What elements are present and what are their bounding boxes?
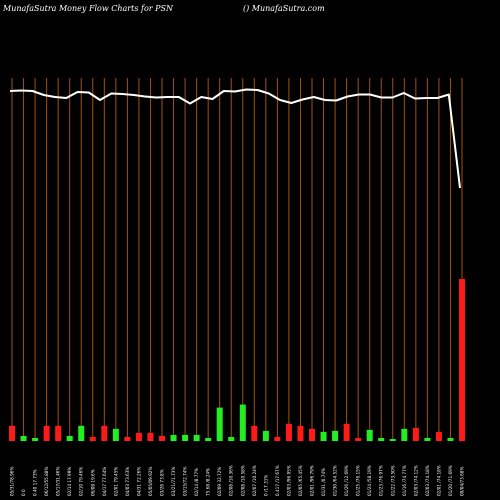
x-tick-label: 04/17 77.64% [102, 467, 107, 496]
flow-bar [285, 423, 292, 441]
x-tick-label: 0 /17.31% [263, 475, 268, 496]
x-tick-label: 01/16 /74.77% [402, 465, 407, 496]
x-tick-label: 02/09 32.72% [217, 467, 222, 496]
x-tick-labels: 05/31/78.96% 0 0 0.40 17.73% 06/12/55.88% 05… [10, 465, 465, 496]
x-tick-label: 02/03 /74.18% [425, 465, 430, 496]
x-tick-label: 04/31 72.26% [136, 467, 141, 496]
flow-bar [135, 432, 142, 441]
flow-bar [9, 425, 15, 441]
x-tick-label: 0.417 /17.67% [275, 465, 280, 496]
flow-bar [274, 436, 281, 441]
flow-bar [366, 429, 373, 441]
x-tick-label: 0 0 [21, 489, 26, 496]
flow-bar [401, 428, 408, 441]
flow-bar [262, 430, 269, 441]
flow-bar [459, 279, 465, 441]
x-tick-label: 06/08 19.6% [90, 469, 95, 496]
x-tick-label: 02/07 /10.24% [252, 465, 257, 496]
x-tick-label: 03/26 73.8% [160, 469, 165, 496]
x-tick-label: 02/08 /10.58% [240, 465, 245, 496]
flow-bar [170, 434, 177, 441]
flow-bar [147, 432, 154, 441]
x-tick-label: 02/14 17.99% [67, 467, 72, 496]
x-tick-label: 01/25 /76.15% [356, 465, 361, 496]
x-tick-label: 01/26 /12.69% [344, 465, 349, 496]
flow-bar [378, 437, 385, 441]
flow-bar [228, 436, 235, 441]
x-tick-label: 01/23 /76.97% [379, 465, 384, 496]
flow-bar [124, 436, 131, 441]
flow-bar [89, 436, 96, 441]
x-tick-label: 01/24 /58.19% [367, 465, 372, 496]
x-tick-label: 02/01 79.45% [113, 467, 118, 496]
flow-bar [55, 425, 62, 441]
flow-bar [101, 425, 108, 441]
x-tick-label: 03/15/72.74% [183, 467, 188, 496]
flow-bar [424, 437, 431, 441]
flow-bar [78, 425, 85, 441]
x-tick-label: 09/04/73.68% [460, 467, 465, 496]
flow-bar [66, 435, 73, 441]
x-tick-label: 02/01 /96.79% [310, 465, 315, 496]
x-tick-label: 02/03 /96.95% [286, 465, 291, 496]
flow-bar [182, 434, 189, 441]
flow-bar [320, 431, 327, 441]
x-tick-label: 02/01 /74.18% [436, 465, 441, 496]
flow-bar [239, 404, 246, 441]
site-credit: () MunafaSutra.com [243, 4, 325, 13]
x-tick-label: 02/05 /65.45% [298, 465, 303, 496]
flow-bar [159, 435, 165, 441]
x-tick-label: 01/30 /64.52% [333, 465, 338, 496]
x-tick-label: 05/05/09.92% [148, 467, 153, 496]
x-tick-label: 02/08 /10.36% [229, 465, 234, 496]
flow-bar [389, 438, 396, 441]
flow-bar [447, 437, 454, 441]
x-tick-label: 04/03 73.63% [125, 467, 130, 496]
flow-bar [355, 437, 362, 441]
x-tick-label: 03/21/71.73% [171, 467, 176, 496]
bars [9, 279, 465, 441]
chart-title: MunafaSutra Money Flow Charts for PSN [3, 4, 173, 13]
flow-bar [332, 430, 339, 441]
flow-bar [43, 425, 50, 441]
x-tick-label: 01/22 /73.50% [390, 465, 395, 496]
x-tick-label: 01/31 /0.74% [321, 468, 326, 496]
flow-bar [251, 425, 258, 441]
x-tick-label: 05/31/78.96% [10, 467, 15, 496]
flow-bar [32, 437, 39, 441]
x-tick-label: 0.40 17.73% [33, 469, 38, 496]
flow-bar [112, 428, 119, 441]
price-line-path [9, 88, 461, 189]
flow-bar [412, 427, 419, 441]
x-tick-label: 02/03 /74.12% [413, 465, 418, 496]
flow-bar [435, 431, 442, 441]
x-tick-label: 01/20 /71.69% [448, 465, 453, 496]
grid-lines [11, 78, 463, 441]
flow-bar [193, 434, 200, 441]
price-line [9, 88, 461, 189]
flow-bar [297, 425, 304, 441]
flow-bar [343, 423, 350, 441]
flow-bar [205, 437, 212, 441]
x-tick-label: 05/17/31.46% [56, 467, 61, 496]
x-tick-label: 02/14 /8.77% [194, 468, 199, 496]
x-tick-label: 75.68 /8.24% [206, 468, 211, 496]
x-tick-label: 02/10 79.46% [79, 467, 84, 496]
x-tick-label: 06/12/55.88% [44, 467, 49, 496]
flow-bar [309, 428, 315, 441]
flow-bar [216, 407, 223, 441]
flow-bar [20, 435, 27, 441]
